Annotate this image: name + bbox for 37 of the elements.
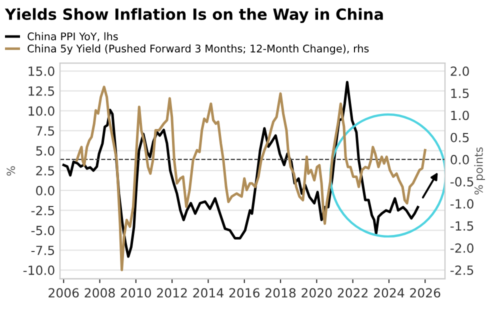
x-tick-label: 2018: [266, 288, 296, 298]
x-tick-label: 2010: [120, 288, 151, 298]
x-tick-label: 2008: [84, 288, 115, 298]
y-tick-label: 0.0: [36, 186, 54, 196]
x-tick-label: 2022: [338, 288, 368, 298]
legend-label: China PPI YoY, lhs: [28, 32, 118, 42]
y-tick-label: 7.5: [36, 126, 54, 136]
y2-tick-label: -2.5: [450, 265, 474, 275]
x-tick-label: 2014: [193, 288, 224, 298]
legend-label: China 5y Yield (Pushed Forward 3 Months; 12-Month Change), rhs: [28, 44, 369, 54]
y2-tick-label: -1.5: [450, 221, 474, 231]
y-tick-label: -5.0: [31, 226, 54, 236]
y2-tick-label: 1.5: [451, 88, 469, 98]
y2-axis-title: % points: [474, 147, 486, 194]
x-tick-label: 2012: [157, 288, 187, 298]
chart-title: Yields Show Inflation Is on the Way in China: [4, 8, 383, 24]
y-tick-label: -2.5: [31, 206, 54, 216]
x-tick-label: 2016: [229, 288, 260, 298]
y-tick-label: 5.0: [36, 146, 54, 156]
y-axis-title: %: [6, 166, 16, 176]
y-tick-label: 15.0: [28, 66, 54, 76]
x-tick-label: 2006: [48, 288, 79, 298]
x-tick-label: 2024: [374, 288, 404, 298]
y-tick-label: -7.5: [31, 246, 54, 256]
y2-tick-label: -2.0: [450, 243, 474, 253]
y-tick-label: 2.5: [36, 166, 54, 176]
x-tick-label: 2026: [410, 288, 440, 298]
y-tick-label: 12.5: [28, 86, 54, 96]
y-tick-label: 10.0: [28, 106, 54, 116]
y2-tick-label: 0.5: [450, 132, 469, 142]
y2-tick-label: 2.0: [450, 66, 469, 76]
y2-tick-label: -1.0: [450, 199, 474, 209]
x-tick-label: 2020: [302, 288, 332, 298]
y-tick-label: -10.0: [23, 266, 54, 276]
y2-tick-label: 1.0: [451, 110, 469, 120]
y2-tick-label: 0.0: [450, 154, 469, 164]
y2-tick-label: -0.5: [450, 177, 474, 186]
